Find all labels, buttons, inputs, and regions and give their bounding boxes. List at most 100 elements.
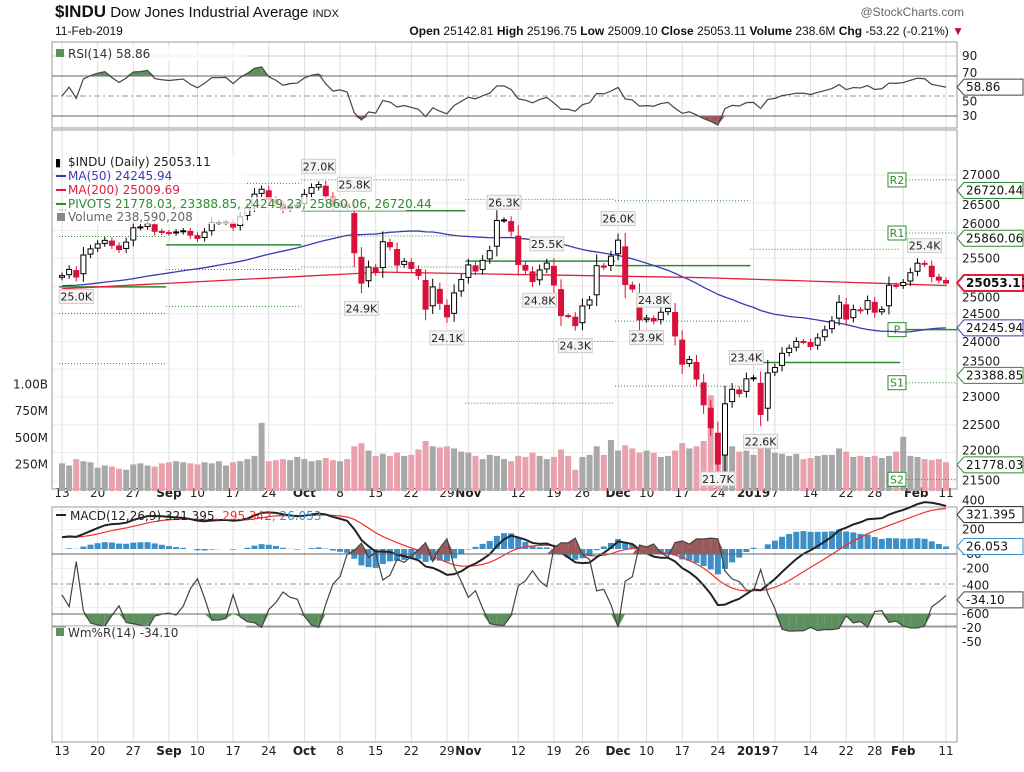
price-tick-label: 26500 [962, 198, 1000, 212]
volume-bar [379, 453, 386, 491]
wr-overbought-fill [119, 614, 127, 623]
candle-body [593, 265, 600, 296]
candle-body [365, 266, 372, 282]
macd-histogram-bar [201, 549, 208, 551]
macd-histogram-bar [87, 544, 94, 549]
candle-body [101, 239, 108, 244]
pivot-label-box [887, 172, 907, 188]
volume-bar [94, 467, 101, 491]
candle-body [73, 270, 80, 278]
volume-bar [693, 446, 700, 491]
candle-body [572, 316, 579, 327]
volume-bar [358, 443, 365, 491]
macd-histogram-bar [771, 540, 778, 549]
macd-histogram-bar [593, 549, 600, 551]
candle-body [443, 304, 450, 318]
close-label: Close [661, 24, 694, 38]
wr-overbought-fill [789, 614, 797, 632]
price-annotation: 24.1K [431, 332, 463, 345]
wr-oversold-fill [682, 540, 690, 554]
volume-bar [130, 464, 137, 491]
candle-body [529, 271, 536, 283]
volume-bar [843, 451, 850, 491]
candle-body [857, 309, 864, 312]
x-tick-label-bottom: 2019 [737, 744, 770, 758]
x-tick-label-bottom: Dec [605, 744, 630, 758]
volume-bar [351, 446, 358, 491]
macd-histogram-bar [536, 547, 543, 549]
candle-body [764, 372, 771, 409]
macd-histogram-bar [928, 541, 935, 549]
volume-bar [636, 452, 643, 491]
price-tick-label: 23500 [962, 354, 1000, 368]
wr-overbought-fill [796, 614, 804, 631]
price-annotation-box [700, 471, 736, 487]
volume-bar [657, 456, 664, 491]
volume-bar [365, 450, 372, 491]
rsi-overbought-fill [126, 71, 134, 76]
price-legend: $INDU (Daily) 25053.11 [68, 155, 211, 169]
volume-bar [265, 461, 272, 491]
high-value: 25196.75 [526, 24, 577, 38]
macd-histogram-bar [515, 537, 522, 549]
price-annotation: 24.9K [346, 302, 378, 315]
candle-body [80, 254, 87, 275]
pivot-label-r2: R2 [890, 174, 905, 187]
macd-histogram-bar [914, 538, 921, 549]
index-name: Dow Jones Industrial Average [110, 4, 309, 21]
volume-bar [108, 466, 115, 491]
candle-body [401, 260, 408, 265]
wr-overbought-fill [917, 614, 925, 629]
wr-overbought-fill [881, 614, 889, 623]
macd-histogram-bar [486, 540, 493, 549]
price-annotation-box [636, 292, 672, 308]
volume-bar [850, 456, 857, 491]
pivot-label-s2: S2 [890, 473, 904, 486]
volume-bar [771, 452, 778, 491]
x-tick-label-bottom: 10 [190, 744, 205, 758]
price-annotation: 23.9K [631, 332, 663, 345]
macd-histogram-bar [123, 543, 130, 549]
price-annotation: 25.4K [909, 240, 941, 253]
volume-bar [272, 460, 279, 491]
wr-overbought-fill [211, 614, 219, 621]
macd-histogram-bar [736, 549, 743, 558]
volume-bar [73, 459, 80, 491]
price-annotation-box [529, 236, 565, 252]
macd-histogram-bar [280, 547, 286, 549]
macd-histogram-bar [137, 542, 144, 549]
volume-bar [914, 456, 921, 491]
volume-bar [165, 462, 172, 491]
volume-bar [921, 459, 928, 491]
volume-bar [394, 452, 401, 491]
candle-body [921, 262, 928, 265]
x-tick-label-top: 7 [771, 486, 779, 500]
candle-body [522, 264, 529, 271]
macd-histogram-bar [764, 544, 771, 549]
wr-oversold-fill [361, 543, 369, 554]
candle-body [515, 235, 522, 266]
rsi-value-tag: 58.86 [966, 80, 1000, 94]
candle-body [315, 184, 322, 188]
macd-histogram-bar [151, 543, 158, 549]
volume-bar [308, 461, 315, 491]
volume-bar [101, 465, 108, 491]
volume-bar [194, 464, 201, 491]
macd-histogram-bar [607, 542, 614, 549]
candle-body [458, 279, 465, 292]
volume-bar [401, 455, 408, 491]
brand-link[interactable]: @StockCharts.com [860, 5, 964, 19]
candle-body [707, 407, 714, 429]
volume-bar [615, 450, 622, 491]
price-tick-label: 24500 [962, 307, 1000, 321]
macd-value-tag-box [956, 506, 1024, 524]
down-arrow-icon: ▼ [952, 24, 964, 38]
pivots-legend-bg [66, 197, 406, 211]
macd-histogram-bar [786, 533, 793, 549]
candle-body [472, 265, 479, 272]
x-tick-label-bottom: 24 [710, 744, 725, 758]
x-tick-label-bottom: 22 [839, 744, 854, 758]
volume-bar [515, 455, 522, 491]
volume-bar [344, 459, 351, 491]
